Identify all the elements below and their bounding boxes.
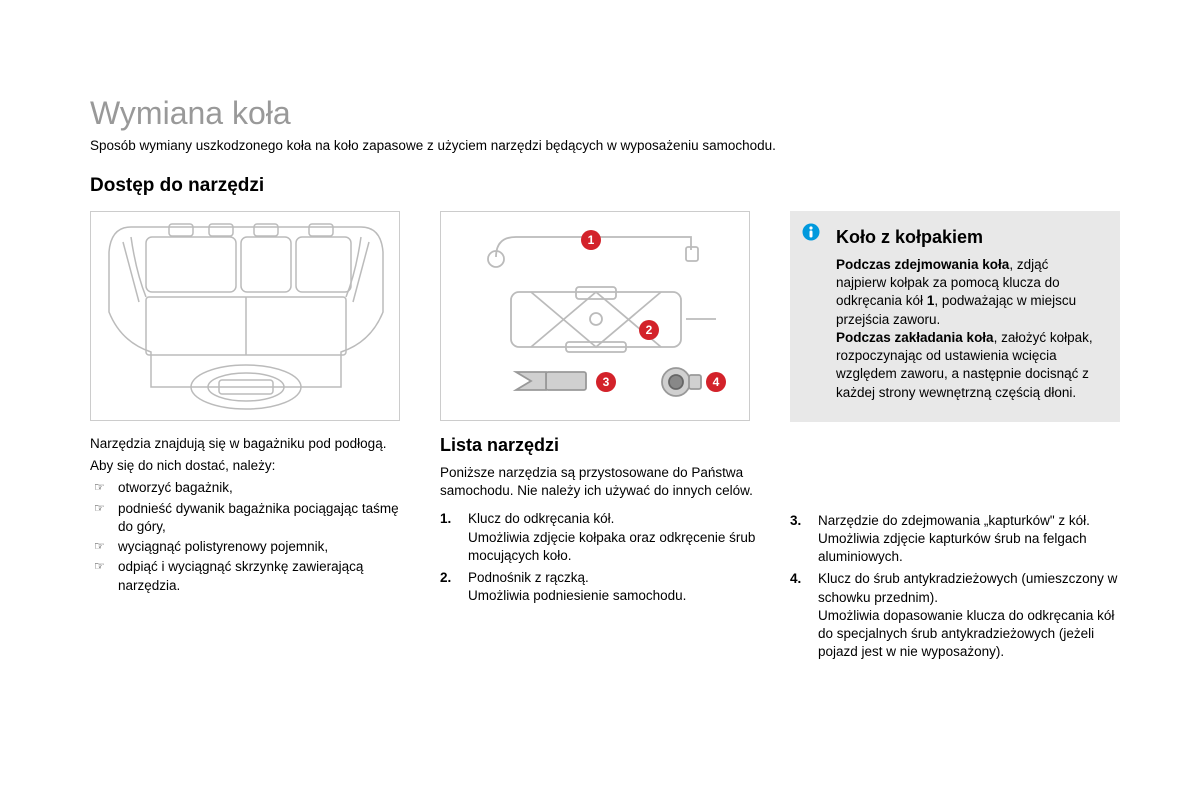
list-item: wyciągnąć polistyrenowy pojemnik, [90,538,410,556]
info-box-body: Podczas zdejmowania koła, zdjąć najpierw… [836,256,1102,402]
item-title: Klucz do odkręcania kół. [468,511,614,526]
item-desc: Umożliwia dopasowanie klucza do odkręcan… [818,608,1114,659]
item-title: Podnośnik z rączką. [468,570,589,585]
item-title: Klucz do śrub antykradzieżowych (umieszc… [818,571,1117,604]
tool-numbered-list-mid: 1. Klucz do odkręcania kół. Umożliwia zd… [440,510,760,605]
marker-3: 3 [596,372,616,392]
item-number: 1. [440,510,451,528]
info-bold-2: Podczas zakładania koła [836,330,994,345]
info-box: Koło z kołpakiem Podczas zdejmowania koł… [790,211,1120,422]
tools-illustration: 1 2 3 4 [440,211,750,421]
list-item: podnieść dywanik bagażnika pociągając ta… [90,500,410,536]
list-item: 3. Narzędzie do zdejmowania „kapturków" … [790,512,1120,567]
trunk-illustration [90,211,400,421]
page-subtitle: Sposób wymiany uszkodzonego koła na koło… [90,138,1120,153]
left-paragraph-2: Aby się do nich dostać, należy: [90,457,410,475]
info-bold-1: Podczas zdejmowania koła [836,257,1009,272]
info-icon [802,223,820,241]
marker-4: 4 [706,372,726,392]
item-number: 4. [790,570,801,588]
tool-numbered-list-right: 3. Narzędzie do zdejmowania „kapturków" … [790,512,1120,662]
content-columns: Narzędzia znajdują się w bagażniku pod p… [90,211,1120,666]
item-title: Narzędzie do zdejmowania „kapturków" z k… [818,513,1090,528]
list-item: odpiąć i wyciągnąć skrzynkę zawierającą … [90,558,410,594]
item-desc: Umożliwia podniesienie samochodu. [468,588,686,603]
list-item: 4. Klucz do śrub antykradzieżowych (umie… [790,570,1120,661]
left-bullet-list: otworzyć bagażnik, podnieść dywanik baga… [90,479,410,594]
item-number: 2. [440,569,451,587]
list-item: 1. Klucz do odkręcania kół. Umożliwia zd… [440,510,760,565]
marker-2: 2 [639,320,659,340]
info-box-title: Koło z kołpakiem [836,227,1102,248]
column-right: Koło z kołpakiem Podczas zdejmowania koł… [790,211,1120,666]
item-desc: Umożliwia zdjęcie kapturków śrub na felg… [818,531,1087,564]
tool-list-title: Lista narzędzi [440,435,760,456]
marker-1: 1 [581,230,601,250]
list-item: otworzyć bagażnik, [90,479,410,497]
left-paragraph-1: Narzędzia znajdują się w bagażniku pod p… [90,435,410,453]
page-title: Wymiana koła [90,95,1120,132]
tool-list-intro: Poniższe narzędzia są przystosowane do P… [440,464,760,500]
item-desc: Umożliwia zdjęcie kołpaka oraz odkręceni… [468,530,755,563]
list-item: 2. Podnośnik z rączką. Umożliwia podnies… [440,569,760,605]
column-middle: 1 2 3 4 Lista narzędzi Poniższe narzędzi… [440,211,760,666]
section-title: Dostęp do narzędzi [90,175,1120,197]
column-left: Narzędzia znajdują się w bagażniku pod p… [90,211,410,666]
item-number: 3. [790,512,801,530]
